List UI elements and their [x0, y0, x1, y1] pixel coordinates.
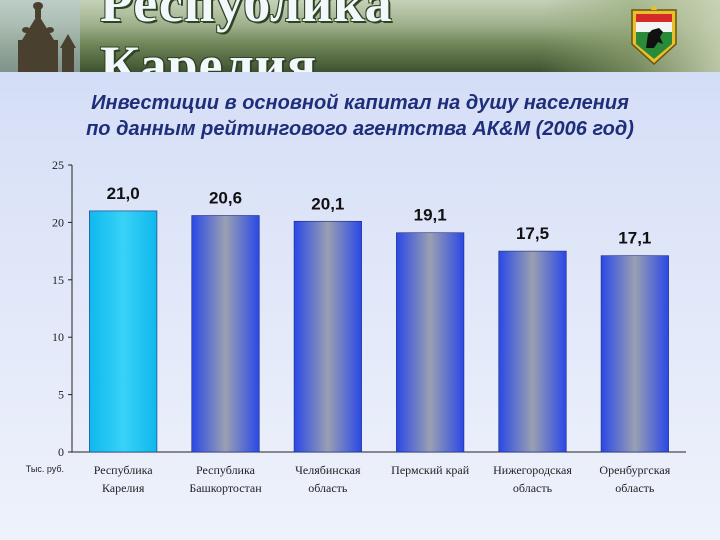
chart-bars [89, 210, 669, 453]
bar-0 [89, 210, 158, 453]
data-label-4: 17,5 [516, 224, 549, 243]
y-tick-label: 20 [52, 215, 64, 229]
x-category-label-2-0: Челябинская [295, 463, 361, 477]
wooden-church-icon [0, 0, 80, 72]
bar-2 [293, 220, 362, 453]
coat-of-arms-icon [631, 4, 677, 66]
bar-1 [191, 215, 260, 453]
x-category-label-4-0: Нижегородская [493, 463, 572, 477]
banner-landscape [0, 0, 720, 72]
x-category-label-0-1: Карелия [102, 481, 145, 495]
x-category-label-5-1: область [615, 481, 655, 495]
header-banner: Республика Карелия [0, 0, 720, 72]
data-label-2: 20,1 [311, 194, 344, 213]
data-label-1: 20,6 [209, 189, 242, 208]
x-category-label-3-0: Пермский край [391, 463, 470, 477]
bar-4 [498, 250, 567, 453]
y-tick-label: 0 [58, 445, 64, 459]
data-label-0: 21,0 [107, 184, 140, 203]
y-tick-label: 25 [52, 158, 64, 172]
y-tick-label: 15 [52, 273, 64, 287]
chart-title-line-1: Инвестиции в основной капитал на душу на… [91, 92, 629, 114]
data-label-5: 17,1 [618, 229, 651, 248]
x-category-label-1-0: Республика [196, 463, 256, 477]
banner-title: Республика Карелия [100, 0, 393, 72]
x-category-label-2-1: область [308, 481, 348, 495]
chart-axes: 0 5 10 15 20 25 [52, 158, 686, 459]
y-tick-label: 5 [58, 388, 64, 402]
x-category-label-1-1: Башкортостан [189, 481, 262, 495]
chart-title: Инвестиции в основной капитал на душу на… [0, 90, 720, 142]
chart-labels: Тыс. руб. 21,0 Республика Карелия 20,6 Респуб… [26, 184, 671, 495]
bar-3 [396, 232, 465, 453]
y-axis-unit-label: Тыс. руб. [26, 464, 64, 474]
y-tick-label: 10 [52, 330, 64, 344]
chart-title-line-2: по данным рейтингового агентства АК&М (2… [86, 118, 634, 140]
x-category-label-4-1: область [513, 481, 553, 495]
x-category-label-0-0: Республика [94, 463, 154, 477]
bar-5 [600, 255, 669, 453]
data-label-3: 19,1 [414, 206, 447, 225]
x-category-label-5-0: Оренбургская [599, 463, 670, 477]
